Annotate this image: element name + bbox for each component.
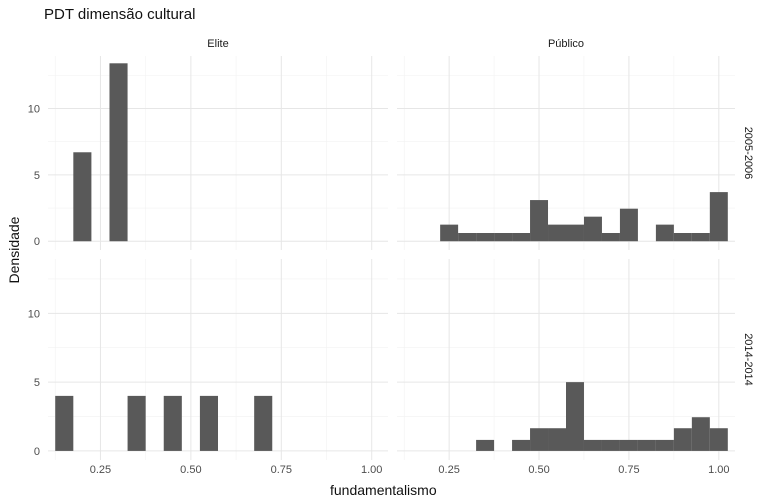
x-tick-label: 0.50 (528, 464, 549, 476)
x-tick-label: 0.50 (180, 464, 201, 476)
x-tick-label: 0.25 (90, 464, 111, 476)
histogram-bar (254, 395, 273, 451)
facet-column-label: Público (548, 38, 584, 50)
histogram-bar (476, 233, 495, 242)
histogram-bar (199, 395, 218, 451)
histogram-bar (163, 395, 182, 451)
facet-column-label: Elite (207, 38, 228, 50)
histogram-bar (691, 233, 710, 242)
x-tick-label: 0.75 (618, 464, 639, 476)
histogram-bar (709, 428, 728, 451)
histogram-bar (619, 439, 638, 451)
histogram-bar (440, 224, 459, 242)
histogram-bar (530, 428, 549, 451)
y-tick-label: 5 (34, 170, 40, 182)
histogram-bar (109, 63, 128, 242)
histogram-bar (583, 439, 602, 451)
histogram-bar (566, 224, 584, 242)
y-tick-label: 10 (28, 103, 40, 115)
histogram-bar (655, 439, 674, 451)
histogram-bar (709, 192, 728, 242)
x-tick-label: 0.25 (438, 464, 459, 476)
facet-row-label: 2005-2006 (742, 127, 754, 180)
y-tick-label: 0 (34, 236, 40, 248)
histogram-bar (583, 216, 602, 242)
histogram-bar (512, 233, 531, 242)
histogram-bar (494, 233, 513, 242)
histogram-bar (673, 428, 692, 451)
histogram-bar (673, 233, 692, 242)
histogram-bar (458, 233, 477, 242)
x-tick-label: 1.00 (361, 464, 382, 476)
histogram-bar (601, 233, 620, 242)
histogram-bar (691, 417, 710, 451)
histogram-bar (530, 200, 549, 242)
histogram-bar (548, 428, 566, 451)
histogram-bar (601, 439, 620, 451)
histogram-bar (619, 208, 638, 242)
chart-title: PDT dimensão cultural (44, 6, 196, 23)
x-tick-label: 0.75 (271, 464, 292, 476)
histogram-bar (637, 439, 656, 451)
y-tick-label: 0 (34, 446, 40, 458)
histogram-bar (655, 224, 674, 242)
facet-row-label: 2014-2014 (742, 333, 754, 386)
x-tick-label: 1.00 (708, 464, 729, 476)
histogram-bar (566, 382, 584, 451)
x-axis-title: fundamentalismo (330, 482, 437, 498)
histogram-bar (127, 395, 146, 451)
y-tick-label: 5 (34, 377, 40, 389)
histogram-bar (512, 439, 531, 451)
histogram-bar (548, 224, 566, 242)
histogram-bar (476, 439, 495, 451)
histogram-bar (55, 395, 74, 451)
y-tick-label: 10 (28, 308, 40, 320)
histogram-bar (73, 152, 92, 242)
